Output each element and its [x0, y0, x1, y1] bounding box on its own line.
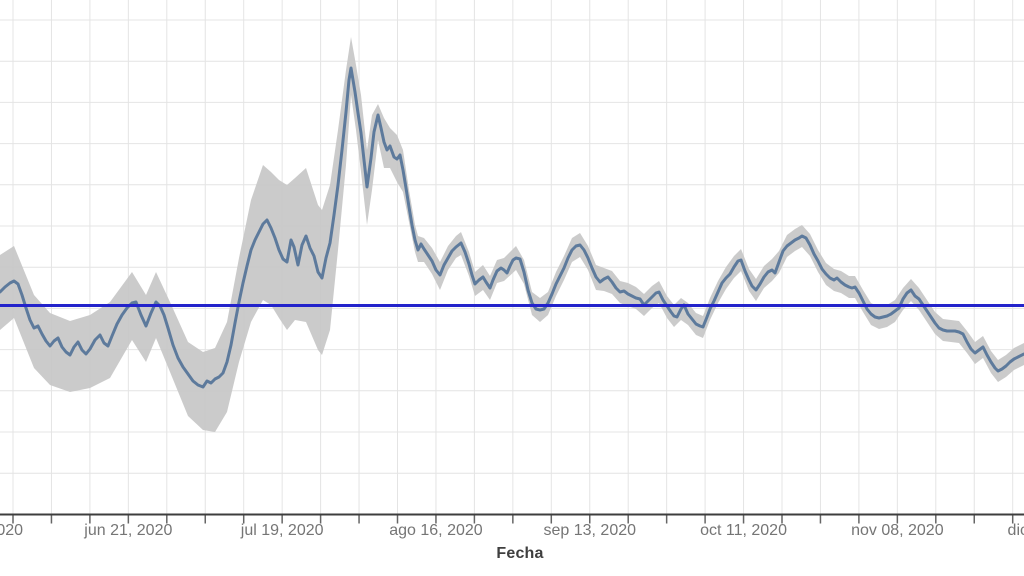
x-tick-label: ago 16, 2020: [389, 522, 483, 539]
x-tick-label: jun 21, 2020: [83, 522, 172, 539]
x-tick-label: may 24, 2020: [0, 522, 23, 539]
x-axis-title: Fecha: [496, 545, 544, 562]
x-tick-label: jul 19, 2020: [240, 522, 324, 539]
x-tick-label: sep 13, 2020: [543, 522, 636, 539]
x-tick-label: nov 08, 2020: [851, 522, 944, 539]
trend-line: [0, 66, 1024, 389]
confidence-band: [0, 37, 1024, 432]
x-tick-label: oct 11, 2020: [700, 522, 787, 539]
x-tick-label: dic 06, 2020: [1008, 522, 1024, 539]
